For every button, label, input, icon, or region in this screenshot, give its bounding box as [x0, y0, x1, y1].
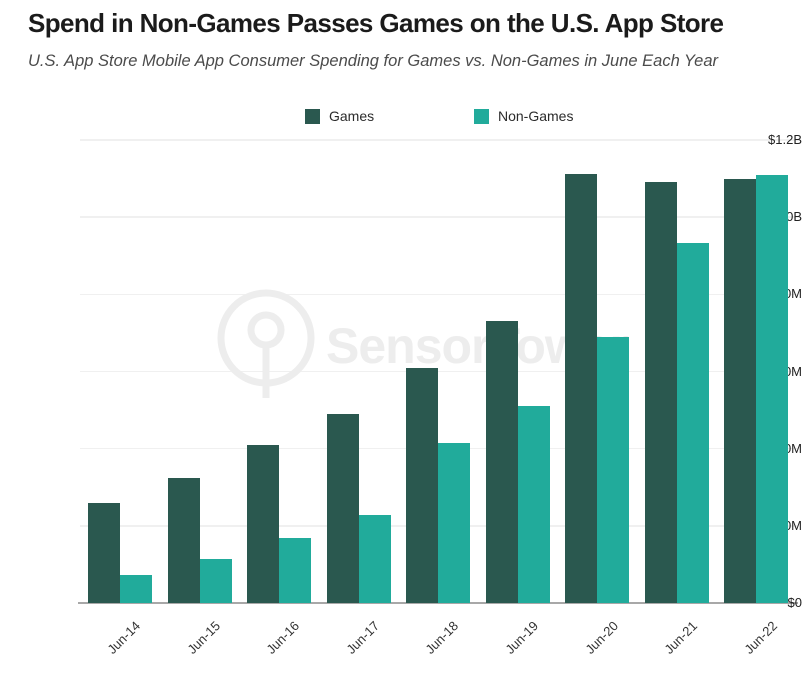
legend-item-games: Games — [305, 107, 374, 125]
bar-games-jun-15 — [167, 477, 200, 603]
bar-games-jun-22 — [724, 179, 757, 603]
legend-label: Non-Games — [498, 108, 574, 124]
bar-non-games-jun-17 — [358, 515, 391, 603]
bar-non-games-jun-20 — [597, 336, 630, 603]
x-axis-tick-label: Jun-16 — [263, 618, 303, 657]
bar-games-jun-20 — [565, 173, 598, 603]
bar-games-jun-21 — [644, 182, 677, 603]
gridline-$1.2B — [80, 139, 798, 141]
bar-games-jun-17 — [326, 413, 359, 603]
x-axis-tick-label: Jun-21 — [661, 618, 701, 657]
bar-non-games-jun-21 — [676, 243, 709, 603]
bar-non-games-jun-18 — [438, 443, 471, 603]
legend-label: Games — [329, 108, 375, 124]
x-axis-tick-label: Jun-19 — [502, 618, 542, 657]
bar-games-jun-19 — [485, 321, 518, 603]
page-title: Spend in Non-Games Passes Games on the U… — [28, 8, 724, 38]
legend-swatch-games — [305, 108, 320, 124]
x-axis-tick-label: Jun-15 — [184, 618, 223, 657]
legend-item-non-games: Non-Games — [474, 107, 573, 125]
bar-non-games-jun-15 — [199, 559, 232, 603]
bar-non-games-jun-22 — [756, 175, 789, 603]
page-subtitle: U.S. App Store Mobile App Consumer Spend… — [28, 52, 718, 70]
bar-games-jun-14 — [88, 502, 120, 603]
x-axis-tick-label: Jun-22 — [740, 618, 780, 657]
x-axis-tick-label: Jun-14 — [104, 618, 144, 657]
x-axis-tick-label: Jun-17 — [343, 618, 382, 657]
gridline-$600M — [80, 370, 798, 373]
legend-swatch-non-games — [474, 108, 489, 124]
gridline-$800M — [80, 293, 798, 296]
x-axis-tick-label: Jun-20 — [581, 618, 621, 657]
bar-games-jun-18 — [406, 367, 439, 603]
bar-non-games-jun-14 — [120, 575, 152, 603]
bar-non-games-jun-16 — [279, 538, 312, 603]
gridline-$1.0B — [80, 216, 798, 218]
x-axis-tick-label: Jun-18 — [422, 618, 462, 657]
bar-non-games-jun-19 — [517, 406, 550, 603]
y-axis-tick-label: $1.2B — [768, 132, 802, 147]
y-axis-tick-label: $0 — [787, 595, 802, 610]
x-axis-line — [78, 602, 798, 604]
bar-games-jun-16 — [247, 444, 280, 603]
